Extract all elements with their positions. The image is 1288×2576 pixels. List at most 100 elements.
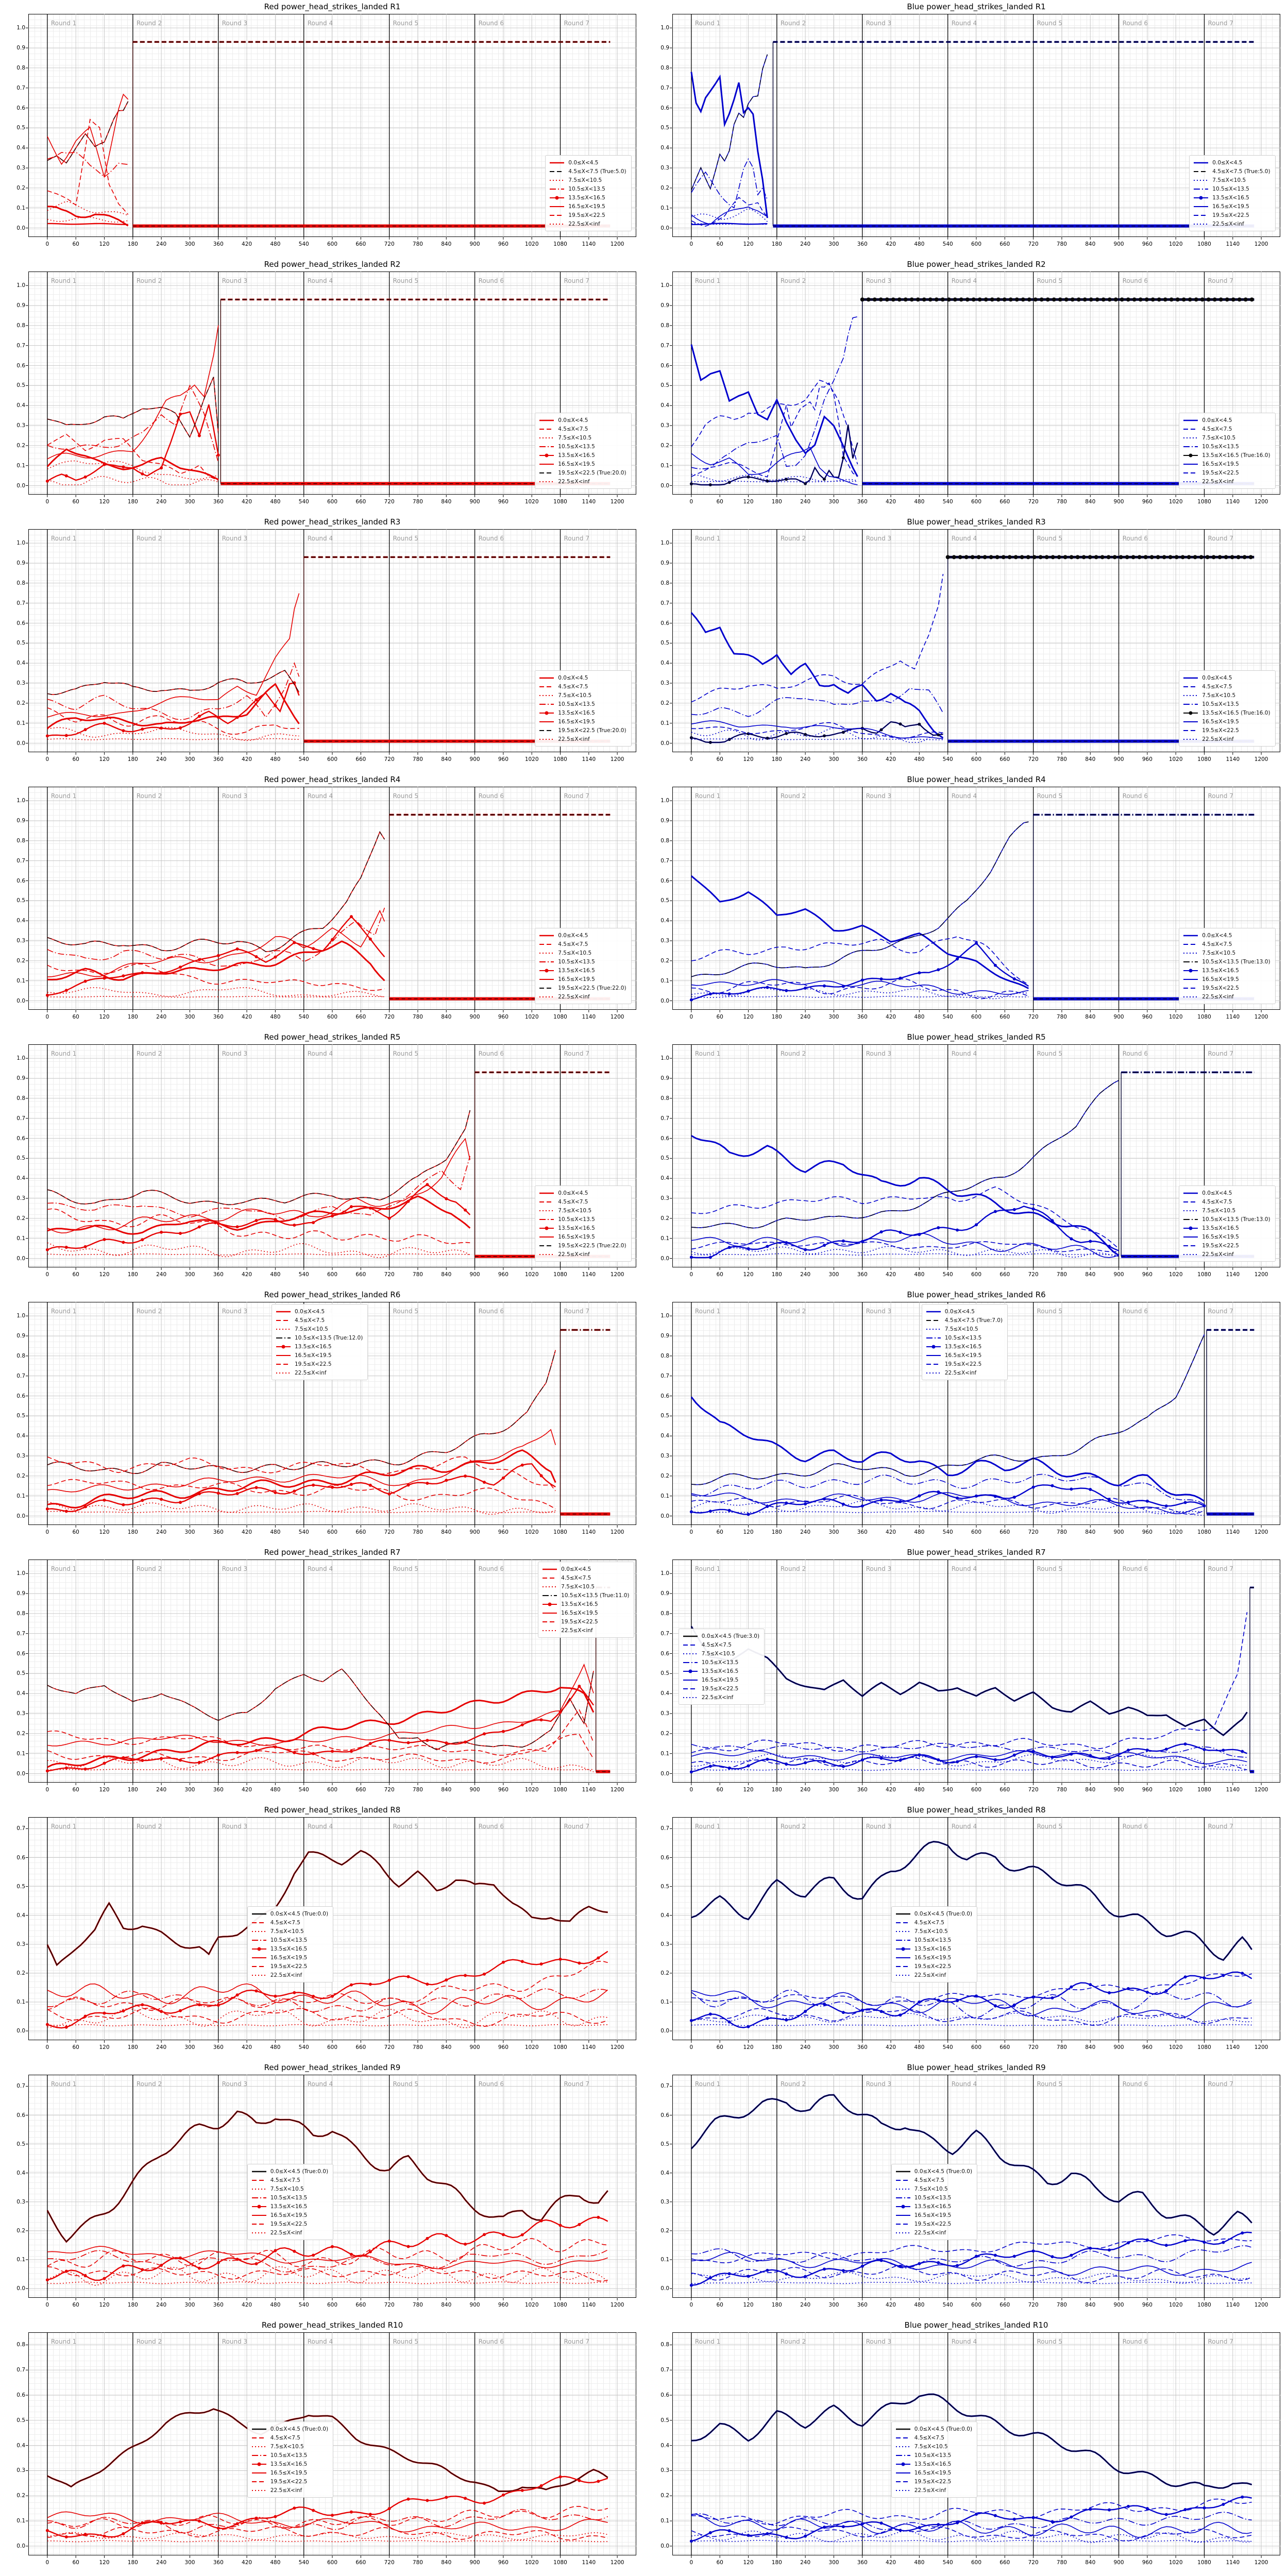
legend-line-sample <box>251 1913 266 1914</box>
legend-label: 13.5≤X<16.5 <box>1202 1225 1239 1231</box>
x-tick-label: 600 <box>971 499 982 505</box>
legend-label: 22.5≤X<inf <box>701 1694 734 1701</box>
legend-label: 19.5≤X<22.5 <box>944 1361 982 1367</box>
x-tick-label: 1080 <box>553 1529 567 1535</box>
x-tick-label: 900 <box>1113 2044 1124 2050</box>
svg-text:Round 6: Round 6 <box>1123 277 1148 284</box>
x-tick-label: 1080 <box>553 2302 567 2308</box>
x-tick-label: 300 <box>184 1787 195 1793</box>
svg-text:Round 2: Round 2 <box>137 1823 162 1830</box>
y-tick-label: 0.3 <box>660 165 669 172</box>
y-tick-label: 0.9 <box>16 1333 25 1340</box>
svg-text:Round 6: Round 6 <box>479 20 504 27</box>
x-tick-label: 780 <box>412 1529 423 1535</box>
y-tick-label: 0.3 <box>660 680 669 687</box>
legend-label: 13.5≤X<16.5 <box>270 1945 308 1952</box>
svg-text:Round 1: Round 1 <box>695 277 720 284</box>
x-tick-label: 840 <box>441 2560 452 2566</box>
legend-label: 7.5≤X<10.5 <box>561 1583 595 1590</box>
chart-blue-r6: Blue power_head_strikes_landed R6 Round 1… <box>644 1288 1288 1546</box>
svg-text:Round 6: Round 6 <box>1123 1565 1148 1572</box>
x-tick-label: 480 <box>270 499 281 505</box>
x-tick-label: 420 <box>242 1787 252 1793</box>
legend: 0.0≤X<4.5 (True:0.0) 4.5≤X<7.5 7.5≤X<10.5 1… <box>247 2421 334 2498</box>
legend-line-sample <box>539 1210 554 1211</box>
svg-text:Round 7: Round 7 <box>1208 535 1233 542</box>
legend-line-sample <box>1183 978 1198 980</box>
x-tick-label: 60 <box>72 756 79 762</box>
x-tick-label: 660 <box>355 241 366 247</box>
x-tick-label: 120 <box>99 756 110 762</box>
legend-label: 13.5≤X<16.5 <box>558 967 595 974</box>
legend-line-sample <box>895 2454 910 2456</box>
legend-entry: 4.5≤X<7.5 <box>251 2176 328 2184</box>
legend-entry: 7.5≤X<10.5 <box>539 948 626 957</box>
x-tick-label: 1140 <box>582 756 596 762</box>
legend-entry: 19.5≤X<22.5 <box>895 2477 972 2486</box>
legend-entry: 7.5≤X<10.5 <box>251 1927 328 1936</box>
x-tick-label: 660 <box>999 241 1010 247</box>
x-tick-label: 720 <box>384 1787 395 1793</box>
legend-label: 16.5≤X<19.5 <box>270 1954 308 1961</box>
chart-title: Blue power_head_strikes_landed R5 <box>907 1032 1046 1042</box>
svg-text:Round 1: Round 1 <box>51 1308 76 1315</box>
x-tick-label: 1020 <box>1168 2044 1183 2050</box>
legend-line-sample <box>1183 1192 1198 1194</box>
y-tick-label: 0.4 <box>16 402 25 409</box>
legend-entry: 19.5≤X<22.5 <box>1183 726 1270 735</box>
legend-label: 16.5≤X<19.5 <box>914 1954 952 1961</box>
x-tick-label: 0 <box>689 241 693 247</box>
legend-label: 22.5≤X<inf <box>914 2487 946 2494</box>
legend-line-sample <box>539 1253 554 1255</box>
y-tick-label: 0.7 <box>660 1630 669 1637</box>
legend-entry: 0.0≤X<4.5 (True:0.0) <box>895 1909 972 1918</box>
chart-title: Red power_head_strikes_landed R2 <box>264 260 401 269</box>
legend-label: 0.0≤X<4.5 <box>558 417 588 423</box>
y-tick-label: 0.6 <box>16 362 25 369</box>
x-tick-label: 0 <box>45 2044 49 2050</box>
legend-line-sample <box>895 2171 910 2172</box>
svg-text:Round 4: Round 4 <box>952 1823 977 1830</box>
x-tick-label: 540 <box>298 756 309 762</box>
x-tick-label: 240 <box>156 499 167 505</box>
x-tick-label: 360 <box>213 756 224 762</box>
svg-text:Round 5: Round 5 <box>393 277 418 284</box>
legend: 0.0≤X<4.5 4.5≤X<7.5 7.5≤X<10.5 10.5≤X<13.5 … <box>538 1562 635 1638</box>
legend-entry: 4.5≤X<7.5 <box>895 1918 972 1927</box>
y-tick-label: 0.9 <box>16 302 25 309</box>
y-tick-label: 0.4 <box>660 145 669 151</box>
x-tick-label: 480 <box>270 1787 281 1793</box>
plot-svg: Round 1 Round 2 Round 3 Round 4 Round 5 Round… <box>670 14 1280 240</box>
x-tick-label: 0 <box>689 2044 693 2050</box>
y-tick-label: 0.7 <box>660 84 669 91</box>
svg-text:Round 4: Round 4 <box>308 535 333 542</box>
y-tick-label: 0.2 <box>16 1472 25 1479</box>
legend-line-sample <box>539 677 554 679</box>
svg-text:Round 4: Round 4 <box>952 1050 977 1057</box>
legend-entry: 22.5≤X<inf <box>895 2228 972 2237</box>
svg-text:Round 5: Round 5 <box>393 1050 418 1057</box>
x-tick-label: 600 <box>327 2560 338 2566</box>
legend-entry: 10.5≤X<13.5 (True:13.0) <box>1183 1215 1270 1224</box>
x-tick-label: 1080 <box>1197 2302 1211 2308</box>
legend-line-sample <box>539 1201 554 1202</box>
x-tick-label: 540 <box>942 756 953 762</box>
legend-line-sample <box>251 2188 266 2190</box>
x-tick-label: 120 <box>99 499 110 505</box>
y-tick-label: 0.5 <box>660 640 669 647</box>
x-tick-label: 600 <box>327 756 338 762</box>
x-tick-label: 180 <box>771 499 782 505</box>
x-tick-label: 1200 <box>1254 2560 1268 2566</box>
legend-entry: 7.5≤X<10.5 <box>926 1325 1003 1333</box>
x-tick-label: 120 <box>743 1014 754 1020</box>
legend-entry: 0.0≤X<4.5 (True:0.0) <box>895 2167 972 2176</box>
legend-entry: 0.0≤X<4.5 <box>549 158 626 167</box>
x-tick-label: 1020 <box>1168 2560 1183 2566</box>
legend-label: 10.5≤X<13.5 <box>270 2452 308 2459</box>
svg-text:Round 5: Round 5 <box>1037 1050 1062 1057</box>
x-tick-label: 420 <box>242 2302 252 2308</box>
x-tick-label: 1080 <box>1197 756 1211 762</box>
x-tick-label: 600 <box>971 1529 982 1535</box>
x-tick-label: 1080 <box>1197 1272 1211 1278</box>
legend-entry: 10.5≤X<13.5 <box>895 2451 972 2460</box>
